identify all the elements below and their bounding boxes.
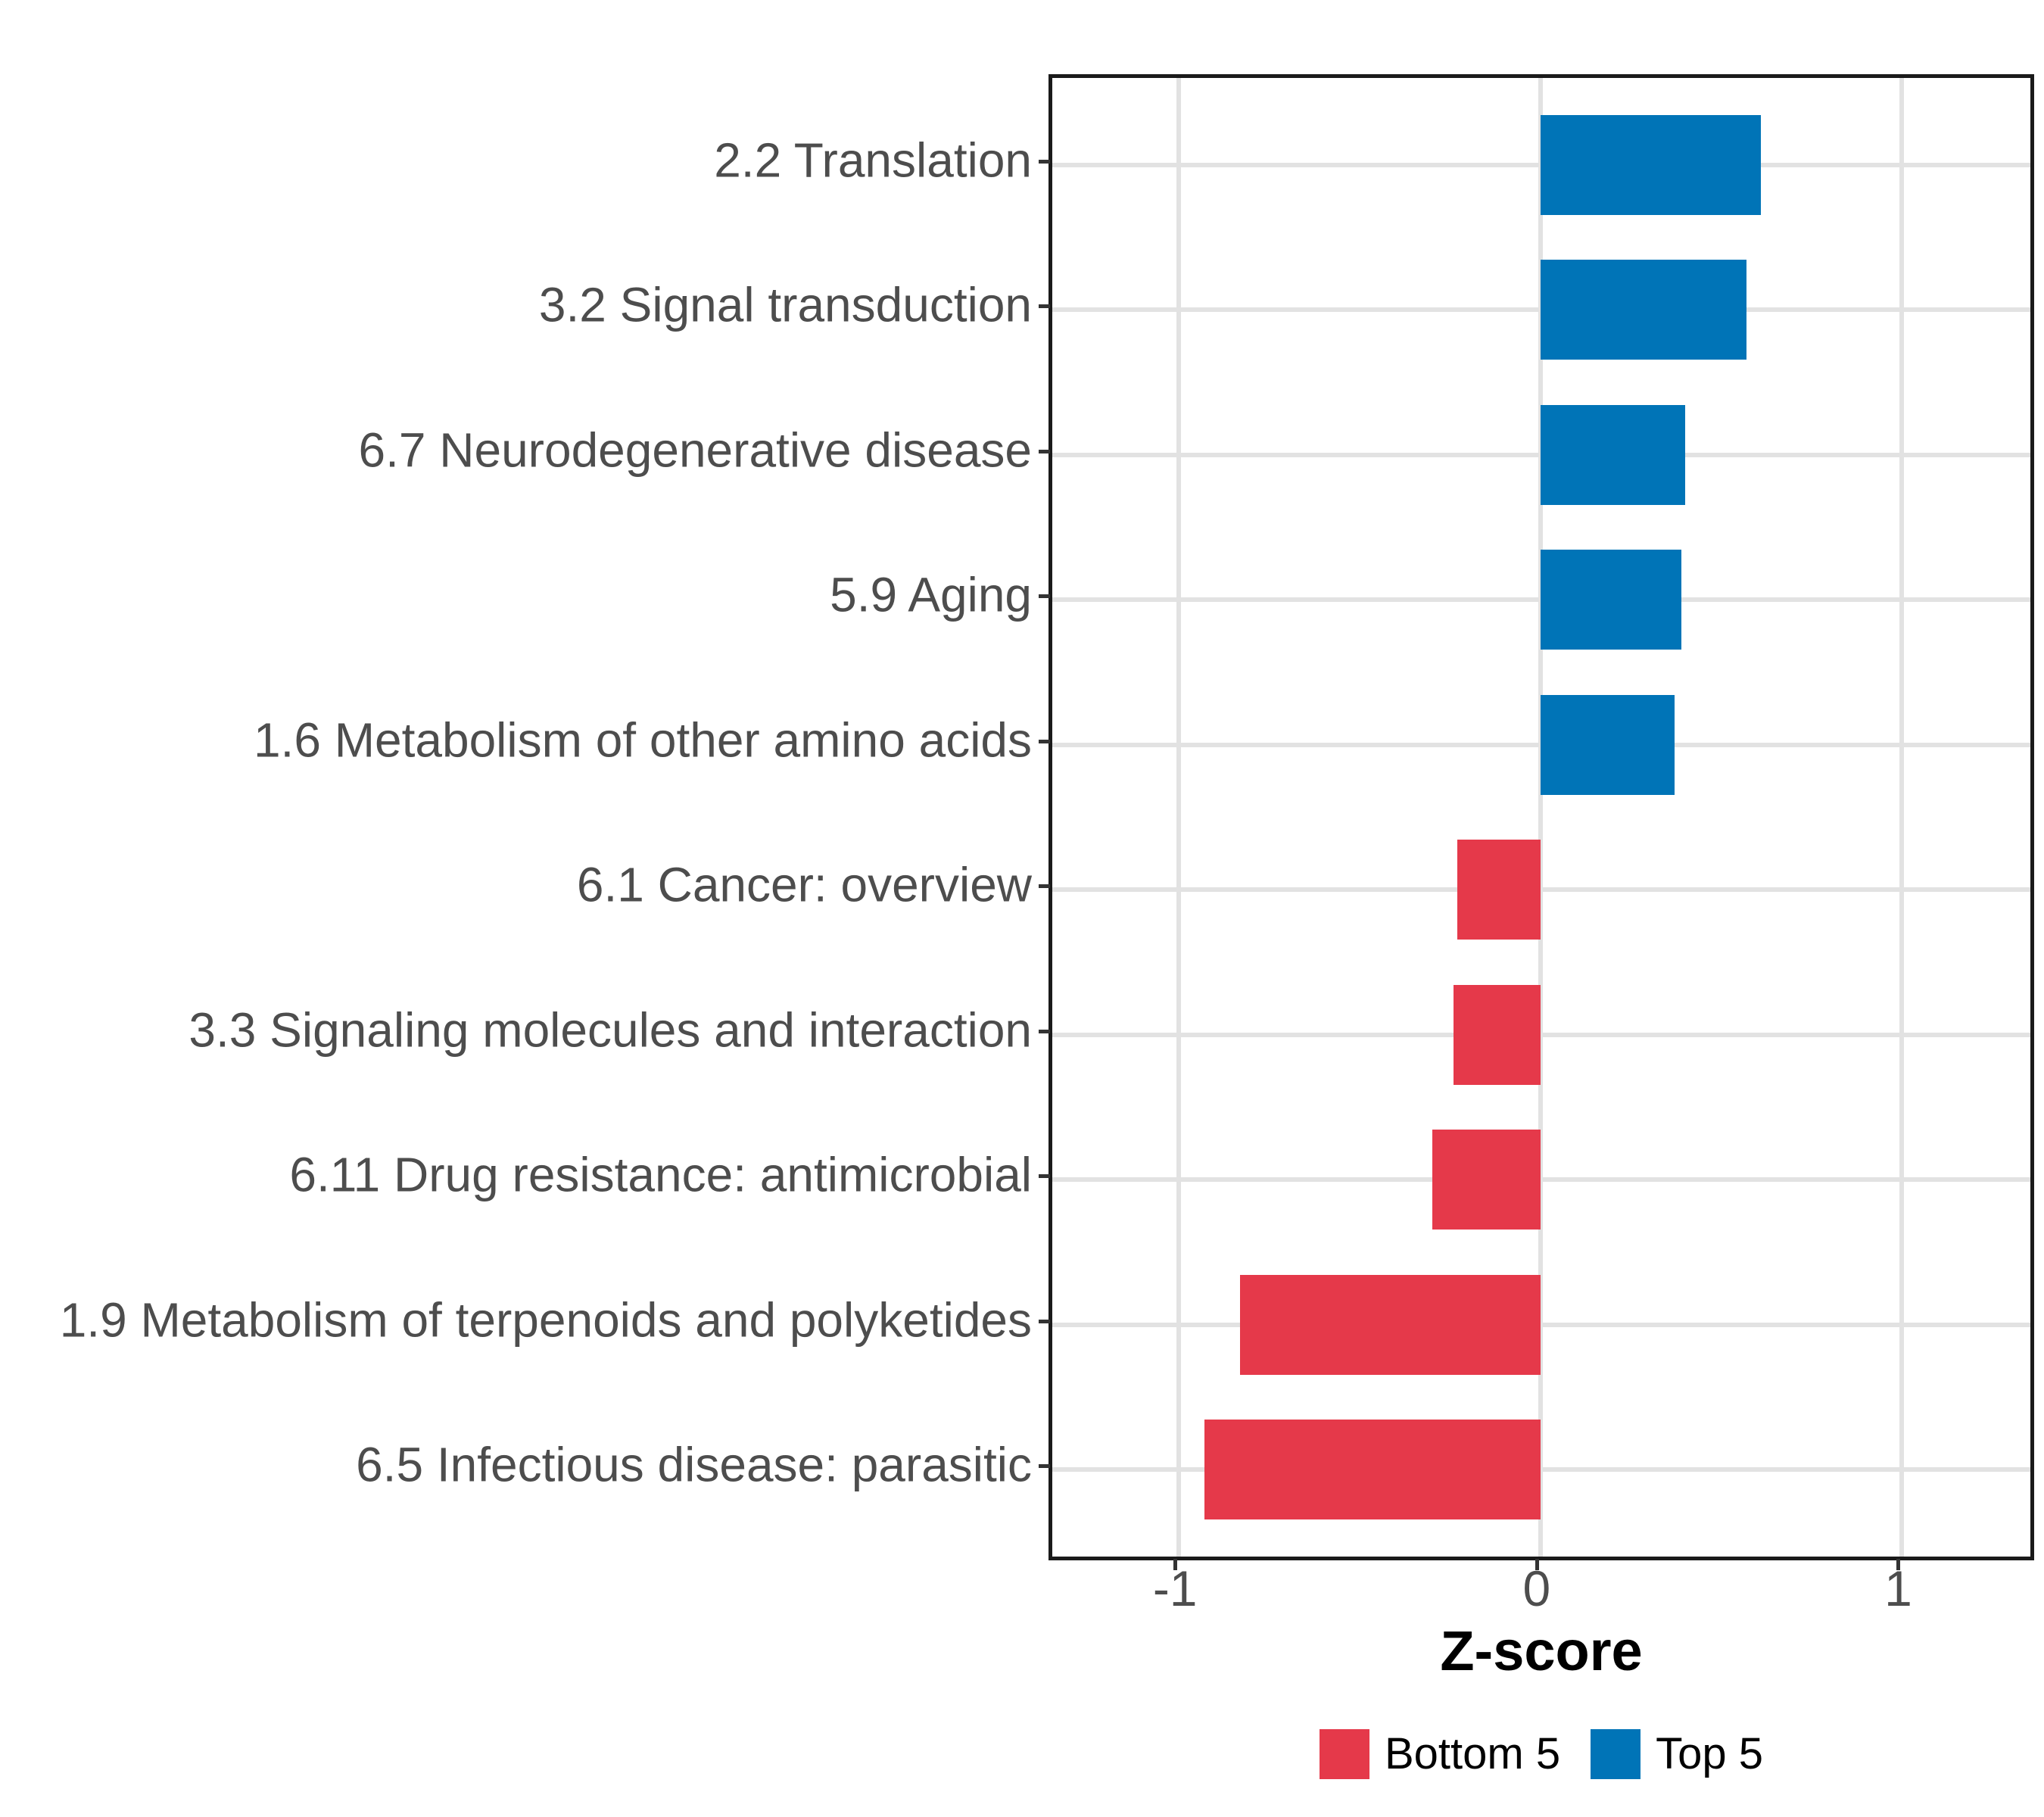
y-axis-tick xyxy=(1039,594,1050,599)
legend-key-swatch xyxy=(1591,1728,1641,1779)
bar xyxy=(1204,1420,1541,1520)
y-axis-label: 6.5 Infectious disease: parasitic xyxy=(356,1437,1032,1492)
bar xyxy=(1454,984,1541,1085)
y-axis-label: 1.6 Metabolism of other amino acids xyxy=(253,712,1032,768)
y-axis-label: 3.3 Signaling molecules and interaction xyxy=(189,1002,1032,1058)
y-axis-tick xyxy=(1039,1464,1050,1469)
y-axis-label: 5.9 Aging xyxy=(830,567,1032,622)
y-axis-label: 2.2 Translation xyxy=(714,132,1032,188)
x-axis-tick xyxy=(1896,1559,1901,1570)
bar xyxy=(1540,404,1685,505)
major-gridline-horizontal xyxy=(1052,887,2030,893)
y-axis-tick xyxy=(1039,1029,1050,1033)
x-axis-tick-label: 1 xyxy=(1884,1560,1912,1616)
legend-label: Bottom 5 xyxy=(1384,1729,1561,1778)
y-axis-tick xyxy=(1039,739,1050,743)
legend-item: Top 5 xyxy=(1591,1728,1763,1779)
y-axis-tick xyxy=(1039,1319,1050,1323)
bar xyxy=(1540,694,1675,795)
x-axis-tick-label: -1 xyxy=(1152,1560,1198,1616)
legend-key-swatch xyxy=(1319,1728,1369,1779)
major-gridline-vertical xyxy=(1899,78,1905,1557)
y-axis-tick xyxy=(1039,1174,1050,1179)
major-gridline-horizontal xyxy=(1052,1177,2030,1183)
bar xyxy=(1240,1274,1541,1375)
major-gridline-horizontal xyxy=(1052,1467,2030,1473)
major-gridline-horizontal xyxy=(1052,1322,2030,1327)
major-gridline-horizontal xyxy=(1052,1032,2030,1037)
bar xyxy=(1540,550,1682,650)
y-axis-tick xyxy=(1039,884,1050,889)
bar xyxy=(1457,840,1541,940)
bar xyxy=(1432,1130,1541,1230)
legend-item: Bottom 5 xyxy=(1319,1728,1561,1779)
y-axis-label: 6.11 Drug resistance: antimicrobial xyxy=(289,1147,1032,1202)
plot-panel xyxy=(1048,74,2034,1560)
y-axis-tick xyxy=(1039,304,1050,309)
y-axis-tick xyxy=(1039,159,1050,164)
y-axis-label: 6.1 Cancer: overview xyxy=(576,857,1032,912)
y-axis-label: 1.9 Metabolism of terpenoids and polyket… xyxy=(59,1292,1032,1348)
x-axis-tick-label: 0 xyxy=(1522,1560,1551,1616)
bar xyxy=(1540,114,1762,215)
y-axis-label: 3.2 Signal transduction xyxy=(538,277,1032,332)
x-axis-tick xyxy=(1535,1559,1539,1570)
y-axis-label: 6.7 Neurodegenerative disease xyxy=(358,422,1033,478)
bar xyxy=(1540,260,1747,360)
y-axis-tick xyxy=(1039,449,1050,453)
major-gridline-vertical xyxy=(1176,78,1182,1557)
legend: Bottom 5 Top 5 xyxy=(1048,1728,2034,1779)
major-gridline-vertical xyxy=(1538,78,1543,1557)
x-axis-tick xyxy=(1173,1559,1178,1570)
legend-label: Top 5 xyxy=(1656,1729,1763,1778)
x-axis-title: Z-score xyxy=(1440,1619,1643,1682)
